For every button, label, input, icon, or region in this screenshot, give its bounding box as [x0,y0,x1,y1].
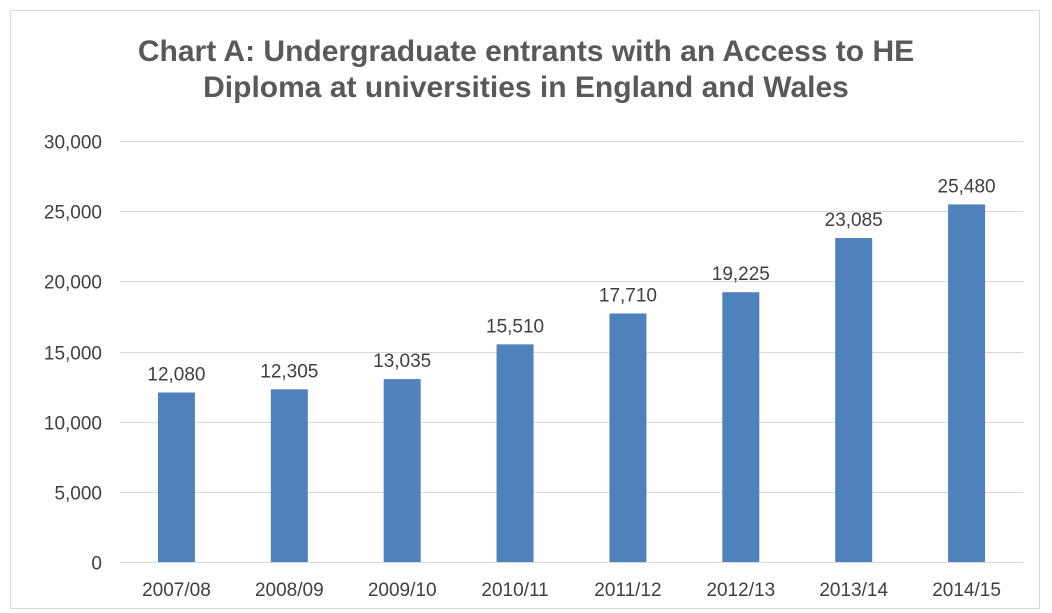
y-tick-label: 25,000 [44,203,102,224]
y-tick-label: 15,000 [44,344,102,365]
data-label: 19,225 [712,264,770,285]
bar [609,313,647,562]
data-label: 13,035 [373,351,431,372]
y-tick-label: 5,000 [54,484,102,505]
bar [722,292,760,562]
y-tick-label: 10,000 [44,414,102,435]
data-label: 17,710 [599,285,657,306]
x-tick-label: 2007/08 [142,580,211,601]
x-tick-label: 2011/12 [594,580,661,601]
data-label: 12,305 [260,361,318,382]
bar [157,392,195,562]
x-tick-label: 2012/13 [706,580,775,601]
data-label: 23,085 [825,210,883,231]
chart-title-line-1: Chart A: Undergraduate entrants with an … [137,35,915,68]
data-label: 25,480 [938,176,996,197]
y-tick-label: 30,000 [44,133,102,154]
bar [270,389,308,562]
x-tick-label: 2010/11 [481,580,548,601]
chart-title: Chart A: Undergraduate entrants with an … [0,34,1052,106]
gridlines [120,141,1023,563]
bar [835,238,873,562]
x-tick-label: 2013/14 [819,580,888,601]
x-tick-label: 2009/10 [368,580,437,601]
bar [383,379,421,562]
x-tick-label: 2014/15 [932,580,1001,601]
labels: 0 5,000 10,000 15,000 20,000 25,000 30,000 12,0… [44,133,1001,602]
bar [948,204,986,562]
data-label: 15,510 [486,316,544,337]
bar [496,344,534,562]
data-label: 12,080 [147,364,205,385]
chart-title-line-2: Diploma at universities in England and W… [203,71,849,104]
x-tick-label: 2008/09 [255,580,324,601]
y-tick-label: 0 [91,554,102,575]
y-tick-label: 20,000 [44,273,102,294]
bars [157,204,986,562]
